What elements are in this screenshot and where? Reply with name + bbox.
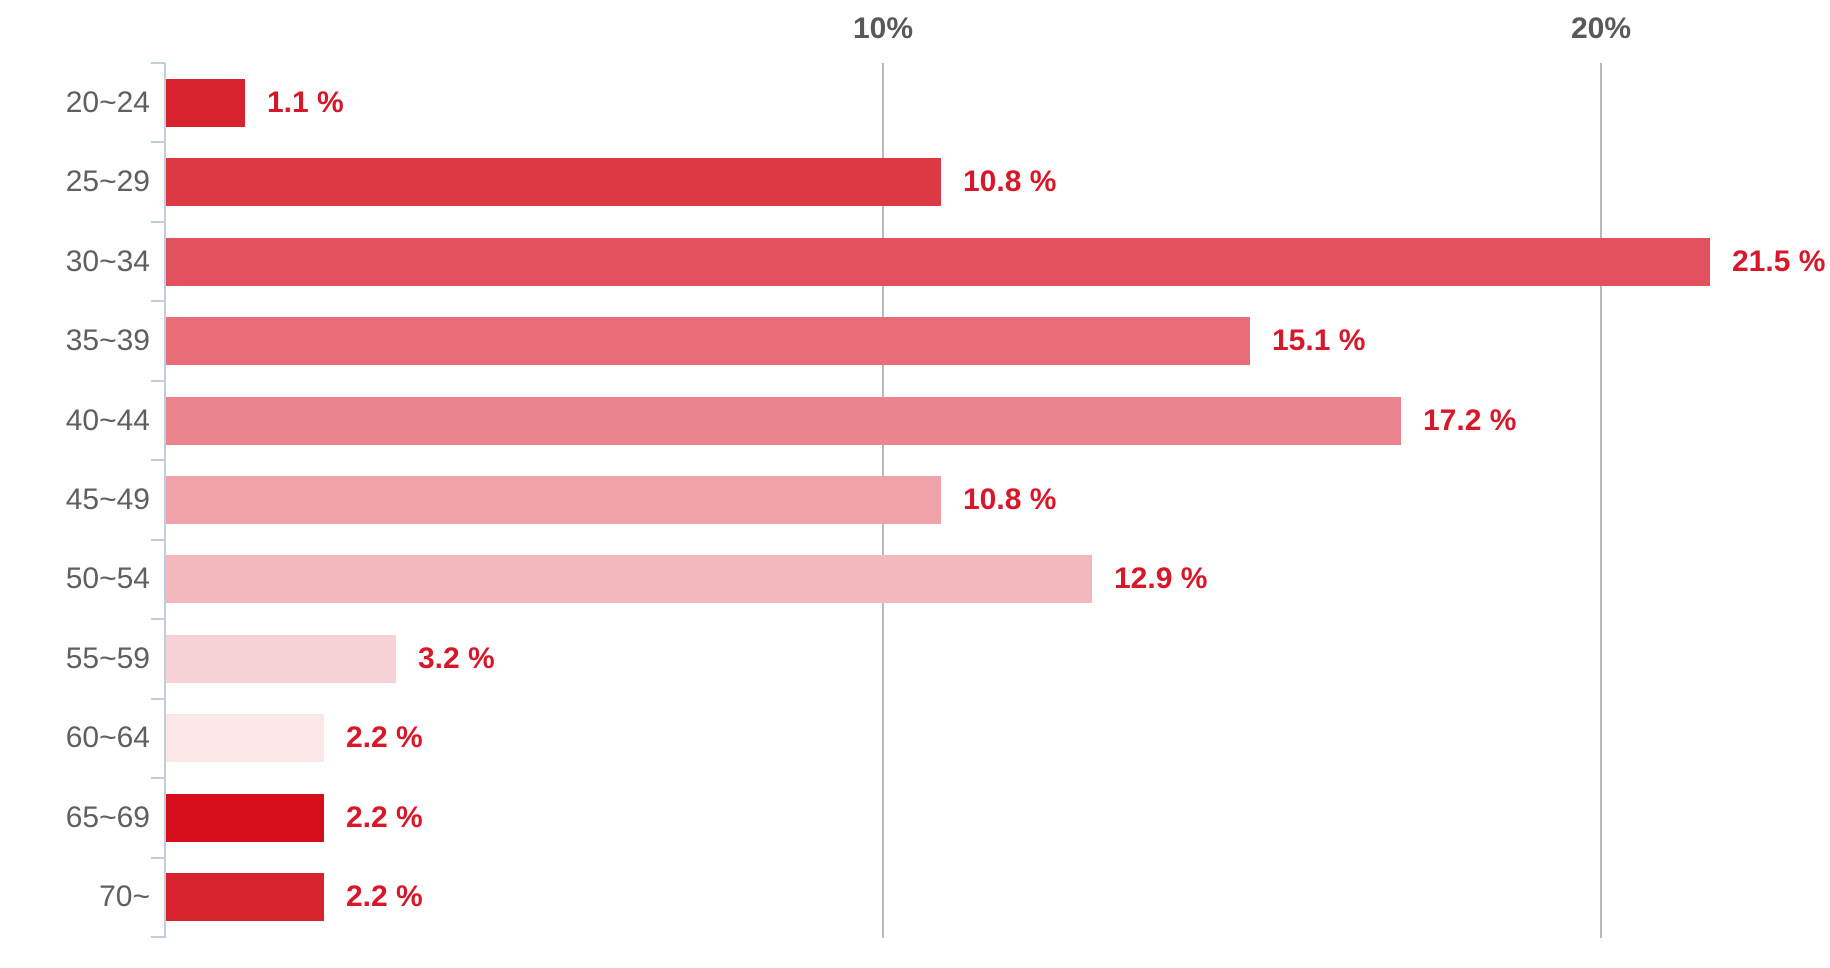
y-axis-tick — [151, 777, 165, 780]
bar — [166, 475, 941, 524]
y-axis-tick — [151, 697, 165, 700]
x-axis-tick-label-20pct: 20% — [1570, 12, 1632, 45]
y-axis-tick — [151, 856, 165, 859]
category-label: 25~29 — [65, 165, 150, 199]
bar — [166, 634, 396, 683]
value-label: 15.1 % — [1272, 324, 1366, 358]
bar — [166, 873, 324, 922]
category-label: 65~69 — [65, 800, 150, 834]
category-label: 70~ — [99, 880, 150, 914]
y-axis-tick — [151, 935, 165, 938]
bar — [166, 714, 324, 763]
bar — [166, 158, 941, 207]
value-label: 3.2 % — [418, 641, 495, 675]
value-label: 1.1 % — [267, 85, 344, 119]
category-label: 45~49 — [65, 482, 150, 516]
category-label: 40~44 — [65, 403, 150, 437]
category-label: 30~34 — [65, 244, 150, 278]
category-label: 35~39 — [65, 324, 150, 358]
value-label: 10.8 % — [963, 165, 1057, 199]
bar — [166, 317, 1250, 366]
y-axis-tick — [151, 141, 165, 144]
category-label: 60~64 — [65, 721, 150, 755]
value-label: 2.2 % — [346, 800, 423, 834]
y-axis-tick — [151, 300, 165, 303]
category-label: 20~24 — [65, 85, 150, 119]
y-axis-tick — [151, 220, 165, 223]
value-label: 2.2 % — [346, 721, 423, 755]
y-axis-tick — [151, 459, 165, 462]
y-axis-tick — [151, 62, 165, 64]
value-label: 17.2 % — [1423, 403, 1517, 437]
category-label: 50~54 — [65, 562, 150, 596]
value-label: 10.8 % — [963, 482, 1057, 516]
category-label: 55~59 — [65, 641, 150, 675]
gridline-20pct — [1600, 63, 1602, 938]
bar — [166, 555, 1092, 604]
value-label: 12.9 % — [1114, 562, 1208, 596]
y-axis-tick — [151, 618, 165, 621]
y-axis-tick — [151, 379, 165, 382]
y-axis-tick — [151, 538, 165, 541]
bar — [166, 396, 1401, 445]
bar — [166, 78, 245, 127]
bar — [166, 237, 1710, 286]
value-label: 2.2 % — [346, 880, 423, 914]
x-axis-tick-label-10pct: 10% — [852, 12, 914, 45]
value-label: 21.5 % — [1732, 244, 1826, 278]
bar — [166, 793, 324, 842]
y-axis-line — [164, 63, 166, 938]
